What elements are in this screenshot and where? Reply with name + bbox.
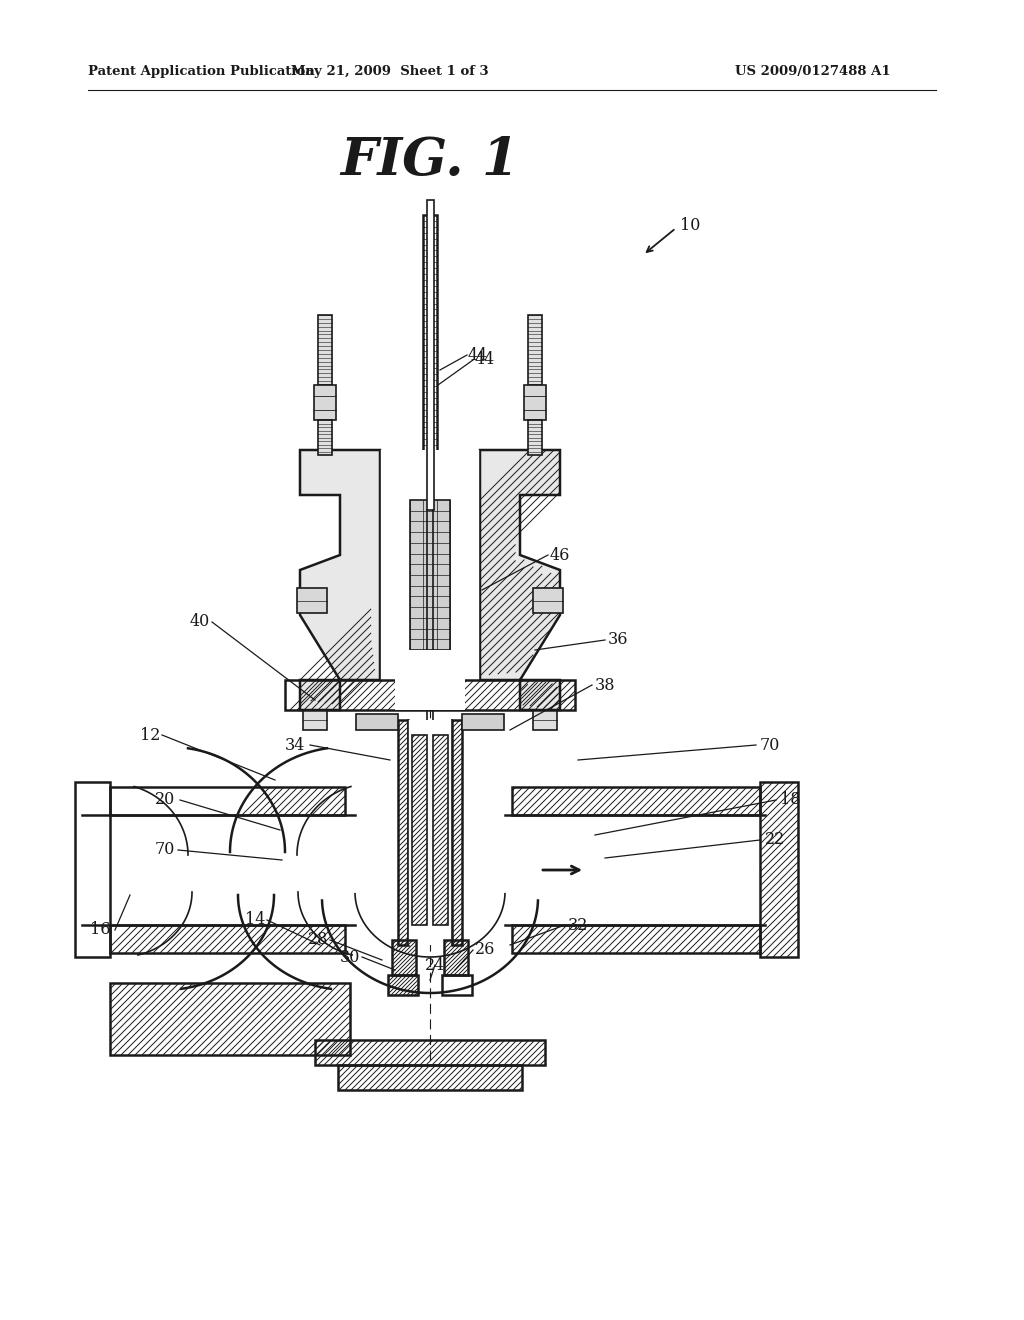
Text: 14: 14: [245, 912, 265, 928]
Text: 34: 34: [285, 737, 305, 754]
Bar: [408, 719, 452, 945]
Bar: [433, 735, 449, 925]
Polygon shape: [480, 450, 560, 710]
Bar: [528, 420, 542, 455]
Text: 26: 26: [475, 941, 496, 958]
Polygon shape: [300, 450, 380, 710]
Text: 24: 24: [425, 957, 445, 974]
Bar: [110, 983, 350, 1055]
Bar: [338, 1065, 522, 1090]
Text: 22: 22: [765, 832, 785, 849]
Bar: [395, 649, 465, 710]
Bar: [444, 940, 468, 975]
Bar: [512, 787, 760, 814]
Bar: [398, 719, 408, 945]
Bar: [392, 940, 416, 975]
Text: Patent Application Publication: Patent Application Publication: [88, 66, 314, 78]
Bar: [427, 201, 434, 510]
Bar: [315, 1040, 545, 1065]
Text: 70: 70: [155, 842, 175, 858]
Bar: [524, 385, 546, 420]
Bar: [388, 975, 418, 995]
Text: 32: 32: [568, 916, 588, 933]
Text: 12: 12: [140, 726, 160, 743]
Bar: [303, 710, 327, 730]
Text: May 21, 2009  Sheet 1 of 3: May 21, 2009 Sheet 1 of 3: [291, 66, 488, 78]
Text: 20: 20: [155, 792, 175, 808]
Bar: [285, 680, 575, 710]
Text: 16: 16: [90, 921, 111, 939]
Text: 46: 46: [550, 546, 570, 564]
Text: 40: 40: [189, 614, 210, 631]
Bar: [297, 587, 327, 612]
Text: 44: 44: [475, 351, 496, 368]
Bar: [318, 420, 332, 455]
Bar: [442, 975, 472, 995]
Bar: [534, 587, 563, 612]
Text: 70: 70: [760, 737, 780, 754]
Bar: [452, 719, 462, 945]
Bar: [512, 925, 760, 953]
Text: 38: 38: [595, 676, 615, 693]
Text: US 2009/0127488 A1: US 2009/0127488 A1: [735, 66, 891, 78]
Text: 10: 10: [680, 216, 700, 234]
Bar: [314, 385, 336, 420]
Text: 36: 36: [608, 631, 629, 648]
Text: FIG. 1: FIG. 1: [341, 135, 519, 186]
Bar: [380, 450, 480, 680]
Text: 28: 28: [308, 932, 328, 949]
Bar: [110, 925, 345, 953]
Bar: [410, 500, 450, 649]
Bar: [534, 710, 557, 730]
Bar: [528, 315, 542, 385]
Bar: [423, 215, 437, 510]
Bar: [356, 714, 398, 730]
Bar: [462, 714, 504, 730]
Text: 18: 18: [779, 792, 800, 808]
Text: 44: 44: [468, 346, 488, 363]
Bar: [75, 781, 110, 957]
Bar: [110, 787, 345, 814]
Bar: [760, 781, 798, 957]
Text: 30: 30: [340, 949, 360, 965]
Bar: [318, 315, 332, 385]
Bar: [412, 735, 427, 925]
